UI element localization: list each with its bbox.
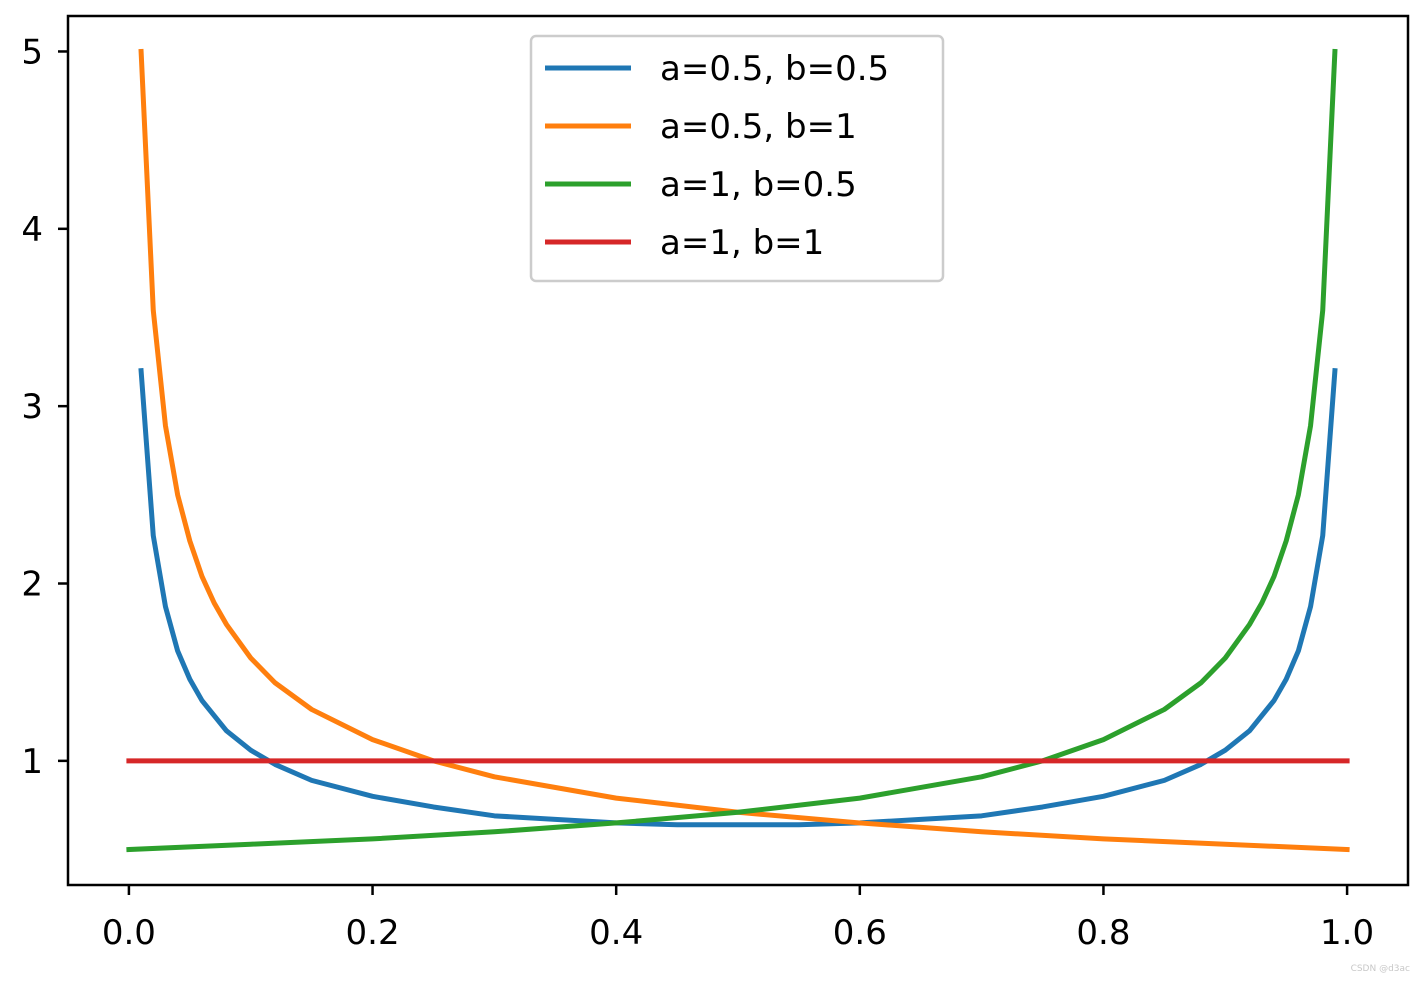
x-axis: 0.0 0.2 0.4 0.6 0.8 1.0 (102, 885, 1374, 953)
x-tick-label: 0.4 (589, 913, 643, 953)
x-tick-label: 0.8 (1076, 913, 1130, 953)
legend-label-4: a=1, b=1 (660, 223, 824, 263)
series-line-3 (126, 48, 1338, 853)
legend-box (529, 34, 945, 283)
y-tick-label: 5 (21, 32, 43, 72)
y-tick-label: 4 (21, 210, 43, 250)
x-tick-label: 0.0 (102, 913, 156, 953)
watermark: CSDN @d3ac (1351, 964, 1410, 974)
y-tick-label: 2 (21, 565, 43, 605)
y-tick-label: 1 (21, 742, 43, 782)
plot-lines (126, 48, 1350, 853)
legend-label-1: a=0.5, b=0.5 (660, 49, 889, 89)
series-line-1 (138, 368, 1338, 828)
x-tick-label: 1.0 (1320, 913, 1374, 953)
legend-label-2: a=0.5, b=1 (660, 107, 857, 147)
legend: a=0.5, b=0.5 a=0.5, b=1 a=1, b=0.5 a=1, b=1 (529, 34, 945, 283)
x-tick-label: 0.2 (346, 913, 400, 953)
axes-frame (66, 14, 1410, 887)
y-axis: 1 2 3 4 5 (21, 32, 68, 782)
y-tick-label: 3 (21, 387, 43, 427)
series-line-2 (138, 48, 1350, 853)
x-tick-label: 0.6 (833, 913, 887, 953)
legend-label-3: a=1, b=0.5 (660, 165, 857, 205)
